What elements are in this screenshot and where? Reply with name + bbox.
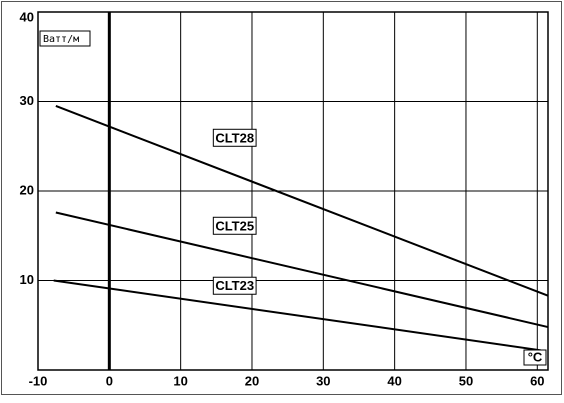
frame [1, 1, 562, 395]
series-label-box [212, 276, 257, 295]
series-line [53, 279, 542, 352]
series-line [55, 211, 549, 329]
grid [37, 12, 548, 370]
x-tick-label: 20 [245, 373, 259, 388]
y-tick-label: 30 [20, 93, 34, 108]
series-label-box [212, 216, 257, 235]
x-axis-label: °C [528, 349, 543, 364]
y-axis-label: Ватт/м [43, 34, 79, 45]
y-tick-label: 40 [20, 9, 34, 24]
x-tick-label: 30 [316, 373, 330, 388]
x-tick-label: 60 [530, 373, 544, 388]
y-tick-label: 10 [20, 272, 34, 287]
series-line [55, 105, 549, 297]
x-label-box [523, 349, 547, 366]
series-label-box [212, 128, 257, 147]
x-tick-label: -10 [29, 373, 48, 388]
x-tick-label: 50 [459, 373, 473, 388]
series-label: CLT28 [215, 130, 254, 145]
series-label: CLT23 [215, 278, 254, 293]
y-label-box [39, 30, 91, 47]
x-tick-label: 10 [173, 373, 187, 388]
y-tick-label: 20 [20, 182, 34, 197]
series-label: CLT25 [215, 218, 254, 233]
lines: CLT28 CLT25 CLT23 [53, 105, 549, 352]
x-tick-label: 40 [387, 373, 401, 388]
x-tick-label: 0 [106, 373, 113, 388]
